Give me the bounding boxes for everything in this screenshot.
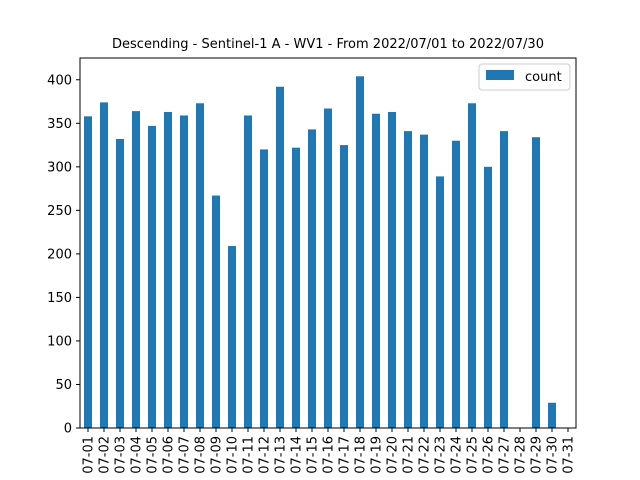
- y-tick-label: 50: [55, 378, 72, 393]
- bar-07-07: [180, 115, 188, 429]
- bar-07-24: [452, 140, 460, 428]
- bars-group: [84, 76, 556, 429]
- x-tick-label-07-22: 07-22: [418, 436, 433, 474]
- bar-07-02: [100, 102, 108, 429]
- bar-07-18: [356, 76, 364, 428]
- x-tick-label-07-13: 07-13: [274, 436, 289, 474]
- bar-07-12: [260, 149, 268, 428]
- x-tick-label-07-04: 07-04: [130, 436, 145, 474]
- x-tick-label-07-18: 07-18: [354, 436, 369, 474]
- y-tick-label: 150: [47, 291, 72, 306]
- x-tick-label-07-01: 07-01: [82, 436, 97, 474]
- x-tick-label-07-05: 07-05: [146, 436, 161, 474]
- bar-07-08: [196, 103, 204, 429]
- bar-07-04: [132, 111, 140, 429]
- x-tick-label-07-31: 07-31: [562, 436, 577, 474]
- bar-07-14: [292, 147, 300, 429]
- bar-07-09: [212, 195, 220, 428]
- y-tick-label: 400: [47, 73, 72, 88]
- x-tick-label-07-23: 07-23: [434, 436, 449, 474]
- x-tick-label-07-03: 07-03: [114, 436, 129, 474]
- x-tick-label-07-09: 07-09: [210, 436, 225, 474]
- x-tick-label-07-10: 07-10: [226, 436, 241, 474]
- y-tick-label: 250: [47, 204, 72, 219]
- x-tick-label-07-21: 07-21: [402, 436, 417, 474]
- bar-07-01: [84, 116, 92, 428]
- x-tick-label-07-28: 07-28: [514, 436, 529, 474]
- chart-title: Descending - Sentinel-1 A - WV1 - From 2…: [112, 37, 544, 52]
- legend-swatch: [486, 70, 514, 80]
- bar-07-29: [532, 137, 540, 428]
- bar-07-20: [388, 111, 396, 428]
- x-tick-label-07-12: 07-12: [258, 436, 273, 474]
- bar-07-25: [468, 103, 476, 429]
- bar-07-21: [404, 131, 412, 428]
- bar-07-13: [276, 86, 284, 428]
- legend-label: count: [525, 70, 562, 85]
- x-axis: 07-01 07-02 07-03 07-04 07-05 07-06 07-07 07-08…: [82, 428, 577, 474]
- x-tick-label-07-06: 07-06: [162, 436, 177, 474]
- bar-07-16: [324, 108, 332, 429]
- x-tick-label-07-17: 07-17: [338, 436, 353, 474]
- bar-07-19: [372, 113, 380, 428]
- y-tick-label: 350: [47, 117, 72, 132]
- bar-07-23: [436, 176, 444, 428]
- x-tick-label-07-02: 07-02: [98, 436, 113, 474]
- x-tick-label-07-25: 07-25: [466, 436, 481, 474]
- y-tick-label: 200: [47, 247, 72, 262]
- bar-07-22: [420, 134, 428, 429]
- x-tick-label-07-26: 07-26: [482, 436, 497, 474]
- x-tick-label-07-20: 07-20: [386, 436, 401, 474]
- x-tick-label-07-08: 07-08: [194, 436, 209, 474]
- x-tick-label-07-11: 07-11: [242, 436, 257, 474]
- legend: count: [478, 63, 571, 91]
- x-tick-label-07-15: 07-15: [306, 436, 321, 474]
- x-tick-label-07-24: 07-24: [450, 436, 465, 474]
- x-tick-label-07-30: 07-30: [546, 436, 561, 474]
- x-tick-label-07-14: 07-14: [290, 436, 305, 474]
- x-tick-label-07-07: 07-07: [178, 436, 193, 474]
- y-axis: 0 50 100 150 200 250 300 350 400: [47, 73, 80, 437]
- bar-07-05: [148, 125, 156, 428]
- y-tick-label: 0: [64, 422, 72, 437]
- x-tick-label-07-27: 07-27: [498, 436, 513, 474]
- bar-07-15: [308, 129, 316, 428]
- x-tick-label-07-19: 07-19: [370, 436, 385, 474]
- bar-07-03: [116, 138, 124, 428]
- bar-07-26: [484, 166, 492, 428]
- bar-07-27: [500, 131, 508, 428]
- y-tick-label: 300: [47, 160, 72, 175]
- bar-07-06: [164, 111, 172, 428]
- bar-07-10: [228, 246, 236, 428]
- bar-07-17: [340, 145, 348, 428]
- bar-07-30: [548, 402, 556, 428]
- x-tick-label-07-29: 07-29: [530, 436, 545, 474]
- x-tick-label-07-16: 07-16: [322, 436, 337, 474]
- plot-frame: [79, 57, 577, 429]
- bar-07-11: [244, 115, 252, 429]
- y-tick-label: 100: [47, 334, 72, 349]
